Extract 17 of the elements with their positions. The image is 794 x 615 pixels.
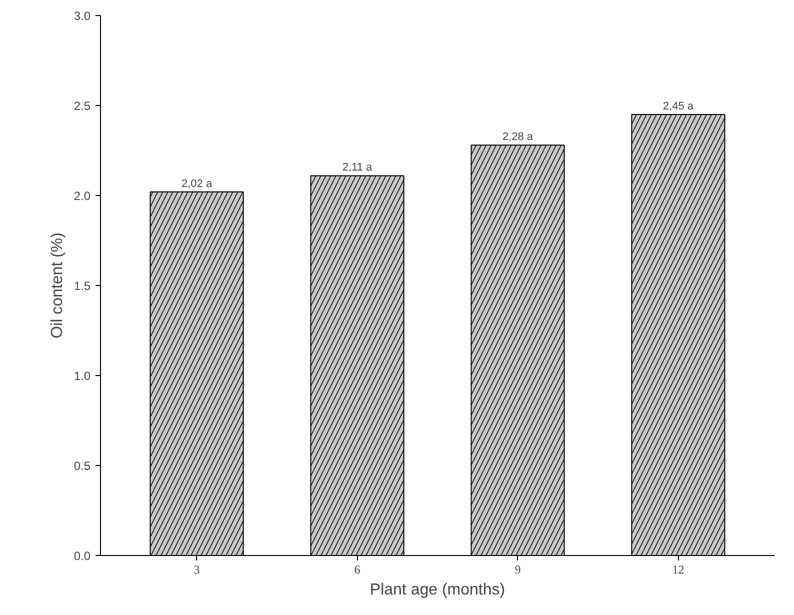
y-axis-title: Oil content (%) <box>48 232 66 338</box>
y-tick-label: 2.5 <box>74 99 91 113</box>
y-tick-label: 3.0 <box>74 9 91 23</box>
x-tick-label: 12 <box>672 562 684 576</box>
x-tick-label: 6 <box>354 562 360 576</box>
y-tick-label: 1.5 <box>74 279 91 293</box>
x-tick-label: 9 <box>514 562 521 576</box>
y-tick-label: 2.0 <box>74 189 91 203</box>
data-label: 2,02 a <box>181 178 213 190</box>
data-label: 2,28 a <box>502 131 534 144</box>
y-tick-label: 0.5 <box>74 459 91 473</box>
x-tick-label: 3 <box>194 562 200 576</box>
y-tick-label: 0.0 <box>74 549 91 563</box>
data-label: 2,45 a <box>662 100 694 112</box>
data-label: 2,11 a <box>342 162 374 174</box>
y-tick-label: 1.0 <box>74 369 91 383</box>
x-axis-title: Plant age (months) <box>370 582 506 598</box>
